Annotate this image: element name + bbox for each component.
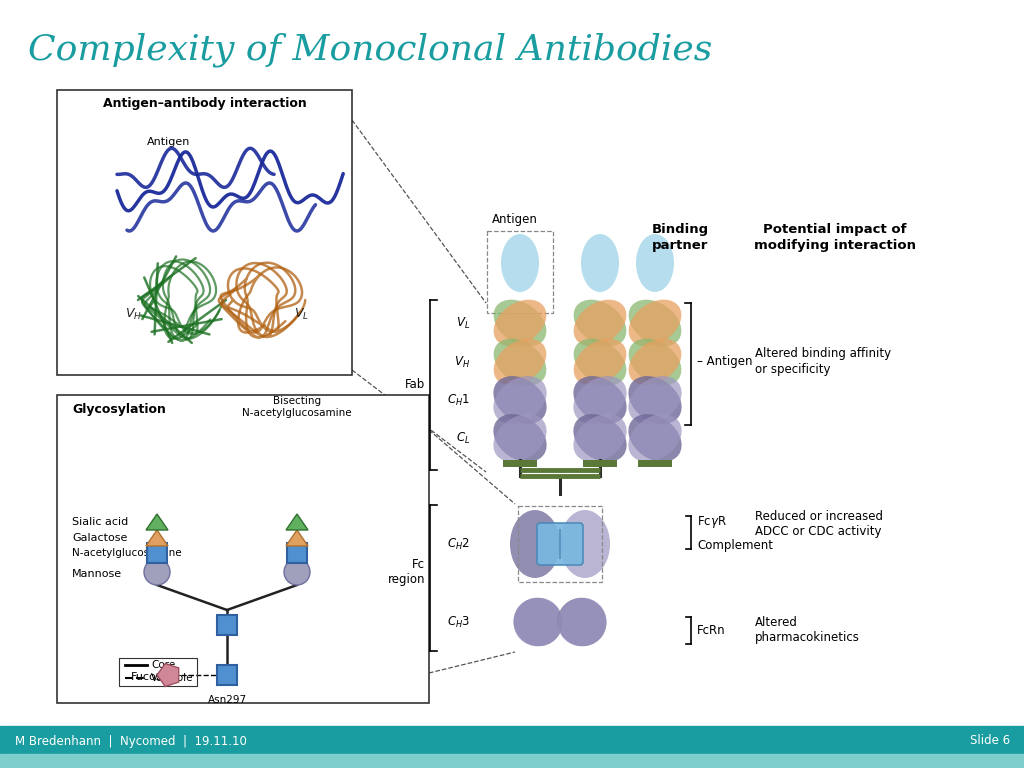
Text: Fc
region: Fc region <box>387 558 425 586</box>
Text: Altered
pharmacokinetics: Altered pharmacokinetics <box>755 616 860 644</box>
Bar <box>287 543 307 563</box>
Ellipse shape <box>494 414 547 462</box>
Ellipse shape <box>573 339 627 386</box>
Text: Fab: Fab <box>404 379 425 392</box>
Ellipse shape <box>629 339 681 386</box>
Text: Complexity of Monoclonal Antibodies: Complexity of Monoclonal Antibodies <box>28 33 713 68</box>
Circle shape <box>284 559 310 585</box>
Text: $V_L$: $V_L$ <box>456 316 470 330</box>
Text: Variable: Variable <box>151 673 194 683</box>
Bar <box>503 460 537 467</box>
Polygon shape <box>146 530 168 546</box>
FancyBboxPatch shape <box>537 523 583 565</box>
Ellipse shape <box>573 376 627 424</box>
Text: Mannose: Mannose <box>72 569 122 579</box>
Ellipse shape <box>629 376 682 424</box>
Ellipse shape <box>573 300 627 346</box>
Text: Reduced or increased
ADCC or CDC activity: Reduced or increased ADCC or CDC activit… <box>755 510 883 538</box>
Text: Slide 6: Slide 6 <box>970 734 1010 747</box>
Polygon shape <box>146 514 168 530</box>
Bar <box>487 231 553 313</box>
Bar <box>217 665 237 685</box>
Text: Galactose: Galactose <box>72 533 127 543</box>
Text: Altered binding affinity
or specificity: Altered binding affinity or specificity <box>755 347 891 376</box>
Ellipse shape <box>494 339 547 386</box>
Ellipse shape <box>629 339 681 386</box>
Text: Fc$\gamma$R: Fc$\gamma$R <box>697 514 727 530</box>
Polygon shape <box>286 514 308 530</box>
Ellipse shape <box>494 376 547 424</box>
Ellipse shape <box>629 300 681 346</box>
Bar <box>147 543 167 563</box>
Ellipse shape <box>629 300 681 346</box>
Ellipse shape <box>573 414 627 462</box>
Text: Glycosylation: Glycosylation <box>72 402 166 415</box>
Ellipse shape <box>510 510 560 578</box>
Bar <box>0 726 1024 758</box>
Text: $V_H$: $V_H$ <box>125 307 142 322</box>
Text: Bisecting
N-acetylglucosamine: Bisecting N-acetylglucosamine <box>243 396 352 419</box>
Ellipse shape <box>573 300 627 346</box>
Text: $C_L$: $C_L$ <box>456 430 470 445</box>
Ellipse shape <box>514 598 562 646</box>
Text: $V_H$: $V_H$ <box>454 355 470 369</box>
Ellipse shape <box>636 234 674 292</box>
Ellipse shape <box>629 414 682 462</box>
Ellipse shape <box>560 510 610 578</box>
Text: Antigen: Antigen <box>493 213 538 226</box>
Text: Potential impact of
modifying interaction: Potential impact of modifying interactio… <box>754 223 916 253</box>
Ellipse shape <box>557 598 606 646</box>
Bar <box>0 754 1024 768</box>
Ellipse shape <box>514 598 562 646</box>
Bar <box>217 615 237 635</box>
Bar <box>638 460 672 467</box>
Text: $C_H3$: $C_H3$ <box>446 614 470 630</box>
Text: $C_H1$: $C_H1$ <box>446 392 470 408</box>
Text: M Bredenhann  |  Nycomed  |  19.11.10: M Bredenhann | Nycomed | 19.11.10 <box>15 734 247 747</box>
Text: Antigen: Antigen <box>147 137 190 147</box>
Text: $C_H2$: $C_H2$ <box>446 537 470 551</box>
Bar <box>57 90 352 375</box>
Ellipse shape <box>629 376 682 424</box>
Ellipse shape <box>573 339 627 386</box>
Text: FcRn: FcRn <box>697 624 726 637</box>
Ellipse shape <box>494 300 547 346</box>
Text: $V_L$: $V_L$ <box>294 307 309 322</box>
Text: Sialic acid: Sialic acid <box>72 517 128 527</box>
Bar <box>119 658 197 686</box>
Text: Antigen–antibody interaction: Antigen–antibody interaction <box>102 98 306 111</box>
Ellipse shape <box>494 414 547 462</box>
Text: – Antigen: – Antigen <box>697 355 753 368</box>
Bar <box>518 506 602 582</box>
Ellipse shape <box>494 376 547 424</box>
Bar <box>583 460 617 467</box>
Ellipse shape <box>573 414 627 462</box>
Ellipse shape <box>494 300 547 346</box>
Ellipse shape <box>629 414 682 462</box>
Text: Complement: Complement <box>697 539 773 552</box>
Text: Fucose: Fucose <box>131 672 169 682</box>
Bar <box>57 395 429 703</box>
Text: N-acetylglucosamine: N-acetylglucosamine <box>72 548 181 558</box>
Ellipse shape <box>494 339 547 386</box>
Text: Core: Core <box>151 660 175 670</box>
Ellipse shape <box>573 376 627 424</box>
Polygon shape <box>286 530 308 546</box>
Ellipse shape <box>501 234 539 292</box>
Text: Binding
partner: Binding partner <box>651 223 709 253</box>
Text: Asn297: Asn297 <box>208 695 247 705</box>
Ellipse shape <box>557 598 606 646</box>
Ellipse shape <box>581 234 618 292</box>
Circle shape <box>144 559 170 585</box>
